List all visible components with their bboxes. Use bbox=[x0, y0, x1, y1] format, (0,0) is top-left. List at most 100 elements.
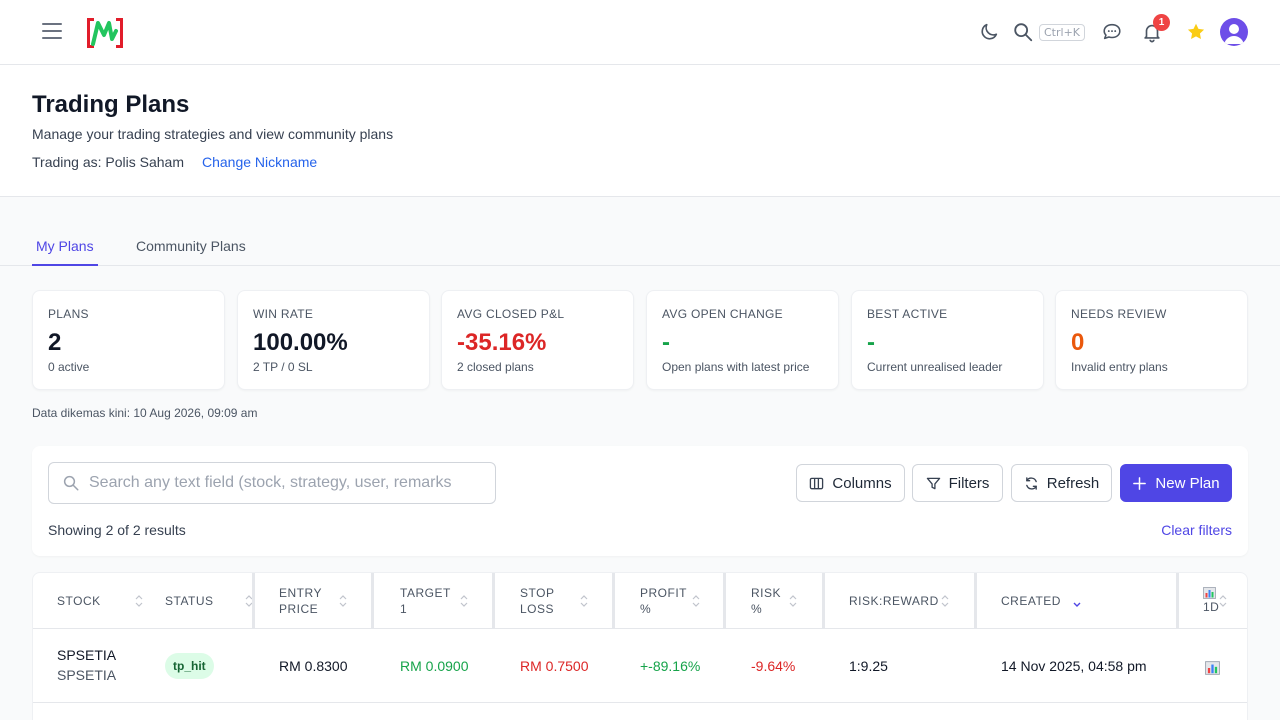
stat-label: NEEDS REVIEW bbox=[1071, 307, 1167, 321]
cell-stock: SPSETIA bbox=[57, 647, 117, 663]
refresh-button-label: Refresh bbox=[1046, 474, 1100, 492]
column-header-label: ENTRY PRICE bbox=[279, 585, 322, 617]
dark-mode-icon[interactable] bbox=[978, 21, 1000, 43]
refresh-button[interactable]: Refresh bbox=[1011, 464, 1112, 502]
cell-stock-sub: SPSETIA bbox=[57, 667, 117, 683]
last-updated-text: Data dikemas kini: 10 Aug 2026, 09:09 am bbox=[32, 406, 258, 420]
stat-card-needs-review: NEEDS REVIEW 0 Invalid entry plans bbox=[1055, 290, 1248, 390]
column-header-risk-reward[interactable]: RISK:REWARD bbox=[849, 573, 959, 629]
chart-link-icon[interactable] bbox=[1205, 661, 1220, 675]
search-icon[interactable] bbox=[1012, 21, 1034, 43]
stat-value: - bbox=[867, 329, 875, 356]
header-line: % bbox=[640, 602, 652, 616]
notification-badge: 1 bbox=[1153, 14, 1170, 31]
app-logo[interactable] bbox=[85, 17, 125, 49]
cell-target: RM 0.0900 bbox=[400, 658, 469, 674]
search-shortcut-hint: Ctrl+K bbox=[1039, 24, 1086, 41]
columns-icon bbox=[810, 477, 824, 489]
header-line: RISK bbox=[751, 586, 782, 600]
search-input[interactable] bbox=[89, 463, 489, 503]
stat-label: BEST ACTIVE bbox=[867, 307, 948, 321]
chat-icon[interactable] bbox=[1101, 21, 1123, 43]
row-divider bbox=[33, 702, 1247, 703]
sort-icon bbox=[339, 595, 347, 607]
clear-filters-link[interactable]: Clear filters bbox=[1161, 522, 1232, 538]
menu-icon[interactable] bbox=[42, 23, 62, 41]
stat-sub: Open plans with latest price bbox=[662, 360, 810, 374]
column-resizer[interactable] bbox=[1176, 573, 1179, 629]
stat-card-win-rate: WIN RATE 100.00% 2 TP / 0 SL bbox=[237, 290, 430, 390]
stat-sub: 2 TP / 0 SL bbox=[253, 360, 313, 374]
column-resizer[interactable] bbox=[492, 573, 495, 629]
column-header-target[interactable]: TARGET 1 bbox=[400, 573, 478, 629]
column-header-status[interactable]: STATUS bbox=[165, 573, 263, 629]
sort-icon bbox=[460, 595, 468, 607]
cell-entry-price: RM 0.8300 bbox=[279, 658, 348, 674]
column-header-stock[interactable]: STOCK bbox=[57, 573, 153, 629]
cell-risk-reward: 1:9.25 bbox=[849, 658, 888, 674]
stat-label: AVG OPEN CHANGE bbox=[662, 307, 783, 321]
header-line: ENTRY bbox=[279, 586, 322, 600]
search-box bbox=[48, 462, 496, 504]
column-resizer[interactable] bbox=[612, 573, 615, 629]
columns-button[interactable]: Columns bbox=[796, 464, 905, 502]
user-avatar[interactable] bbox=[1220, 18, 1248, 46]
column-header-label: RISK% bbox=[751, 585, 781, 617]
change-nickname-link[interactable]: Change Nickname bbox=[202, 154, 318, 170]
filters-button[interactable]: Filters bbox=[912, 464, 1003, 502]
column-header-label: TARGET 1 bbox=[400, 585, 451, 617]
tab-my-plans[interactable]: My Plans bbox=[32, 238, 98, 266]
star-icon[interactable] bbox=[1185, 21, 1207, 43]
column-resizer[interactable] bbox=[723, 573, 726, 629]
sort-icon bbox=[135, 595, 143, 607]
sort-icon bbox=[1219, 595, 1227, 607]
cell-stop-loss: RM 0.7500 bbox=[520, 658, 589, 674]
column-header-label: STOP LOSS bbox=[520, 585, 554, 617]
stat-value: 0 bbox=[1071, 329, 1085, 356]
column-header-label: CREATED bbox=[1001, 594, 1061, 608]
sort-icon bbox=[789, 595, 797, 607]
stat-card-avg-closed-pl: AVG CLOSED P&L -35.16% 2 closed plans bbox=[441, 290, 634, 390]
stat-value: 2 bbox=[48, 329, 62, 356]
sort-icon bbox=[941, 595, 949, 607]
column-header-stop-loss[interactable]: STOP LOSS bbox=[520, 573, 598, 629]
column-header-chart-1d[interactable]: 1D bbox=[1203, 573, 1243, 629]
header-line: PRICE bbox=[279, 602, 319, 616]
column-header-label: 1D bbox=[1203, 587, 1219, 615]
column-header-created[interactable]: CREATED bbox=[1001, 573, 1091, 629]
page-title: Trading Plans bbox=[32, 91, 190, 118]
page-header: Trading Plans Manage your trading strate… bbox=[0, 65, 1280, 197]
column-header-entry-price[interactable]: ENTRY PRICE bbox=[279, 573, 357, 629]
column-header-label: STOCK bbox=[57, 594, 101, 608]
column-header-label: RISK:REWARD bbox=[849, 594, 939, 608]
header-line: % bbox=[751, 602, 763, 616]
results-count: Showing 2 of 2 results bbox=[48, 522, 186, 538]
columns-button-label: Columns bbox=[832, 474, 892, 492]
cell-risk: -9.64% bbox=[751, 658, 796, 674]
stat-value: -35.16% bbox=[457, 329, 547, 356]
column-resizer[interactable] bbox=[822, 573, 825, 629]
header-line: PROFIT bbox=[640, 586, 687, 600]
stat-card-avg-open-change: AVG OPEN CHANGE - Open plans with latest… bbox=[646, 290, 839, 390]
filter-icon bbox=[926, 477, 940, 489]
column-resizer[interactable] bbox=[252, 573, 255, 629]
stat-sub: Current unrealised leader bbox=[867, 360, 1003, 374]
table-header: STOCK STATUS ENTRY PRICE TARGET 1 STOP LOSS… bbox=[33, 573, 1247, 629]
column-resizer[interactable] bbox=[371, 573, 374, 629]
new-plan-button-label: New Plan bbox=[1155, 474, 1220, 492]
column-header-label: PROFIT% bbox=[640, 585, 687, 617]
page-subtitle: Manage your trading strategies and view … bbox=[32, 126, 394, 142]
column-resizer[interactable] bbox=[974, 573, 977, 629]
stat-label: PLANS bbox=[48, 307, 89, 321]
bar-chart-icon bbox=[1203, 587, 1216, 599]
search-icon bbox=[63, 475, 79, 491]
column-header-profit[interactable]: PROFIT% bbox=[640, 573, 710, 629]
new-plan-button[interactable]: New Plan bbox=[1120, 464, 1232, 502]
status-badge: tp_hit bbox=[165, 653, 214, 679]
header-line: 1 bbox=[400, 602, 408, 616]
tab-community-plans[interactable]: Community Plans bbox=[136, 238, 246, 254]
column-header-risk[interactable]: RISK% bbox=[751, 573, 807, 629]
stat-sub: 0 active bbox=[48, 360, 90, 374]
sort-icon bbox=[692, 595, 700, 607]
header-line: LOSS bbox=[520, 602, 555, 616]
